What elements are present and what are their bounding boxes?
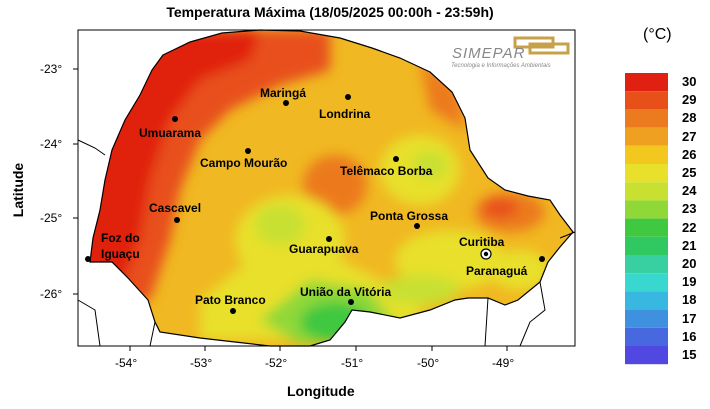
- ytick-23: -23°: [40, 62, 63, 76]
- x-axis-title: Longitude: [287, 383, 355, 399]
- colorbar-label: 21: [682, 237, 697, 253]
- city-label-umuarama: Umuarama: [139, 126, 201, 140]
- map-title: Temperatura Máxima (18/05/2025 00:00h - …: [166, 4, 494, 20]
- ytick-24: -24°: [40, 137, 63, 151]
- marker-maringa: [283, 100, 289, 106]
- colorbar-swatch: [625, 127, 668, 146]
- city-label-ponta-grossa: Ponta Grossa: [370, 209, 448, 223]
- colorbar-label: 20: [682, 256, 697, 271]
- colorbar-label: 17: [682, 310, 697, 326]
- colorbar-swatch: [625, 200, 668, 219]
- city-labels: Maringá Londrina Umuarama Campo Mourão T…: [101, 86, 528, 307]
- colorbar-label: 16: [682, 328, 697, 344]
- colorbar-label: 22: [682, 219, 697, 235]
- marker-umuarama: [172, 116, 178, 122]
- colorbar-label: 28: [682, 110, 697, 126]
- city-label-londrina: Londrina: [319, 107, 371, 121]
- colorbar-swatch: [625, 218, 668, 237]
- colorbar-swatch: [625, 91, 668, 110]
- colorbar-swatch: [625, 109, 668, 128]
- marker-paranagua: [539, 256, 545, 262]
- city-label-cascavel: Cascavel: [149, 201, 201, 215]
- neighbor-borders: [77, 139, 576, 347]
- unit-label: (°C): [643, 26, 672, 43]
- marker-pato-branco: [230, 308, 236, 314]
- city-label-maringa: Maringá: [260, 86, 306, 100]
- city-label-curitiba: Curitiba: [459, 235, 505, 249]
- tick-marks: [73, 68, 508, 351]
- colorbar-label: 24: [682, 183, 697, 199]
- city-label-uniao-da-vitoria: União da Vitória: [300, 285, 391, 299]
- marker-londrina: [345, 94, 351, 100]
- xtick-54: -54°: [115, 356, 138, 370]
- colorbar-label: 15: [682, 347, 697, 362]
- city-label-foz-do: Foz do: [101, 231, 140, 245]
- xtick-51: -51°: [341, 356, 364, 370]
- y-axis-title: Latitude: [10, 162, 26, 218]
- marker-curitiba: [483, 251, 489, 257]
- colorbar-label: 30: [682, 74, 697, 89]
- colorbar-label: 27: [682, 128, 697, 144]
- colorbar-swatch: [625, 73, 668, 92]
- city-label-telemaco-borba: Telêmaco Borba: [340, 164, 433, 178]
- xtick-53: -53°: [190, 356, 213, 370]
- city-markers: [85, 94, 545, 314]
- city-label-campo-mourao: Campo Mourão: [200, 156, 287, 170]
- marker-uniao-da-vitoria: [348, 299, 354, 305]
- colorbar-label: 23: [682, 201, 697, 217]
- ytick-25: -25°: [40, 211, 63, 225]
- colorbar-swatch: [625, 164, 668, 183]
- logo-wordmark: SIMEPAR: [452, 45, 525, 62]
- marker-foz-do-iguacu: [85, 256, 91, 262]
- colorbar-swatch: [625, 291, 668, 310]
- ytick-26: -26°: [40, 287, 63, 301]
- state-border: [89, 29, 574, 347]
- marker-ponta-grossa: [414, 223, 420, 229]
- colorbar-label: 26: [682, 146, 697, 162]
- colorbar-swatch: [625, 145, 668, 164]
- city-label-iguacu: Iguaçu: [101, 247, 140, 261]
- colorbar-swatch: [625, 255, 668, 274]
- city-label-guarapuava: Guarapuava: [289, 242, 359, 256]
- xtick-49: -49°: [492, 356, 515, 370]
- colorbar-swatch: [625, 346, 668, 365]
- marker-guarapuava: [326, 236, 332, 242]
- city-label-paranagua: Paranaguá: [466, 264, 528, 278]
- xtick-50: -50°: [417, 356, 440, 370]
- marker-campo-mourao: [245, 148, 251, 154]
- colorbar-label: 19: [682, 274, 697, 290]
- colorbar-label: 29: [682, 92, 697, 108]
- colorbar-swatch: [625, 327, 668, 346]
- city-label-pato-branco: Pato Branco: [195, 293, 266, 307]
- colorbar-swatch: [625, 273, 668, 292]
- colorbar-label: 18: [682, 292, 697, 308]
- marker-telemaco-borba: [393, 156, 399, 162]
- colorbar: [625, 73, 668, 365]
- colorbar-swatch: [625, 182, 668, 201]
- colorbar-swatch: [625, 236, 668, 255]
- colorbar-swatch: [625, 309, 668, 328]
- marker-cascavel: [174, 217, 180, 223]
- logo-tagline: Tecnologia e Informações Ambientais: [451, 63, 551, 69]
- simepar-logo: SIMEPAR Tecnologia e Informações Ambient…: [451, 36, 570, 69]
- colorbar-label: 25: [682, 165, 697, 180]
- xtick-52: -52°: [265, 356, 288, 370]
